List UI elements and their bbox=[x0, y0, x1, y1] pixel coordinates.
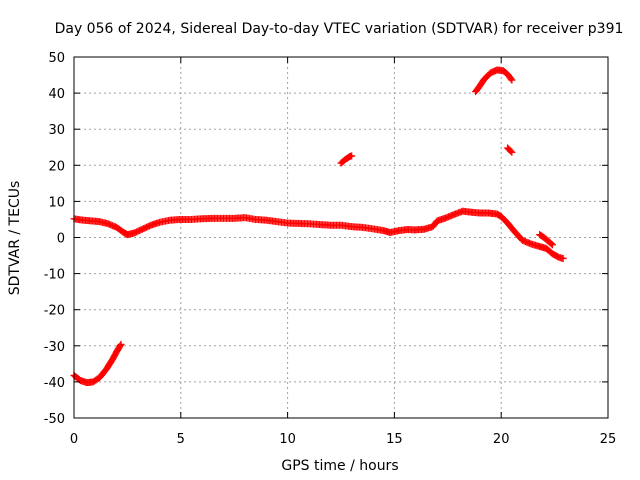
chart-title: Day 056 of 2024, Sidereal Day-to-day VTE… bbox=[55, 21, 624, 37]
data-point bbox=[508, 148, 516, 156]
axis-ticks: 0 5 10 15 20 25 50 40 30 20 10 0 -10 -20 -30 -40 -50 bbox=[44, 51, 617, 447]
data-point bbox=[116, 342, 124, 350]
y-tick-label: 0 bbox=[57, 232, 65, 247]
y-tick-label: -30 bbox=[44, 340, 65, 355]
x-axis-label: GPS time / hours bbox=[281, 458, 398, 474]
data-point bbox=[559, 254, 567, 262]
y-tick-label: -20 bbox=[44, 304, 65, 319]
data-point bbox=[507, 147, 515, 155]
x-tick-label: 20 bbox=[493, 432, 510, 447]
data-point bbox=[117, 340, 125, 348]
data-series bbox=[70, 66, 567, 387]
x-tick-label: 0 bbox=[70, 432, 78, 447]
y-tick-label: 10 bbox=[48, 195, 65, 210]
y-tick-label: -10 bbox=[44, 268, 65, 283]
y-tick-label: 20 bbox=[48, 159, 65, 174]
x-tick-label: 5 bbox=[177, 432, 185, 447]
data-point bbox=[548, 241, 556, 249]
y-tick-label: -50 bbox=[44, 412, 65, 427]
y-axis-label: SDTVAR / TECUs bbox=[7, 181, 23, 296]
data-point bbox=[508, 76, 516, 84]
x-tick-label: 10 bbox=[279, 432, 296, 447]
data-point bbox=[547, 240, 555, 248]
x-tick-label: 25 bbox=[600, 432, 617, 447]
y-tick-label: 30 bbox=[48, 123, 65, 138]
x-tick-label: 15 bbox=[386, 432, 403, 447]
data-point bbox=[348, 152, 356, 160]
y-tick-label: 40 bbox=[48, 87, 65, 102]
data-point bbox=[507, 75, 515, 83]
y-tick-label: 50 bbox=[48, 51, 65, 66]
y-tick-label: -40 bbox=[44, 376, 65, 391]
